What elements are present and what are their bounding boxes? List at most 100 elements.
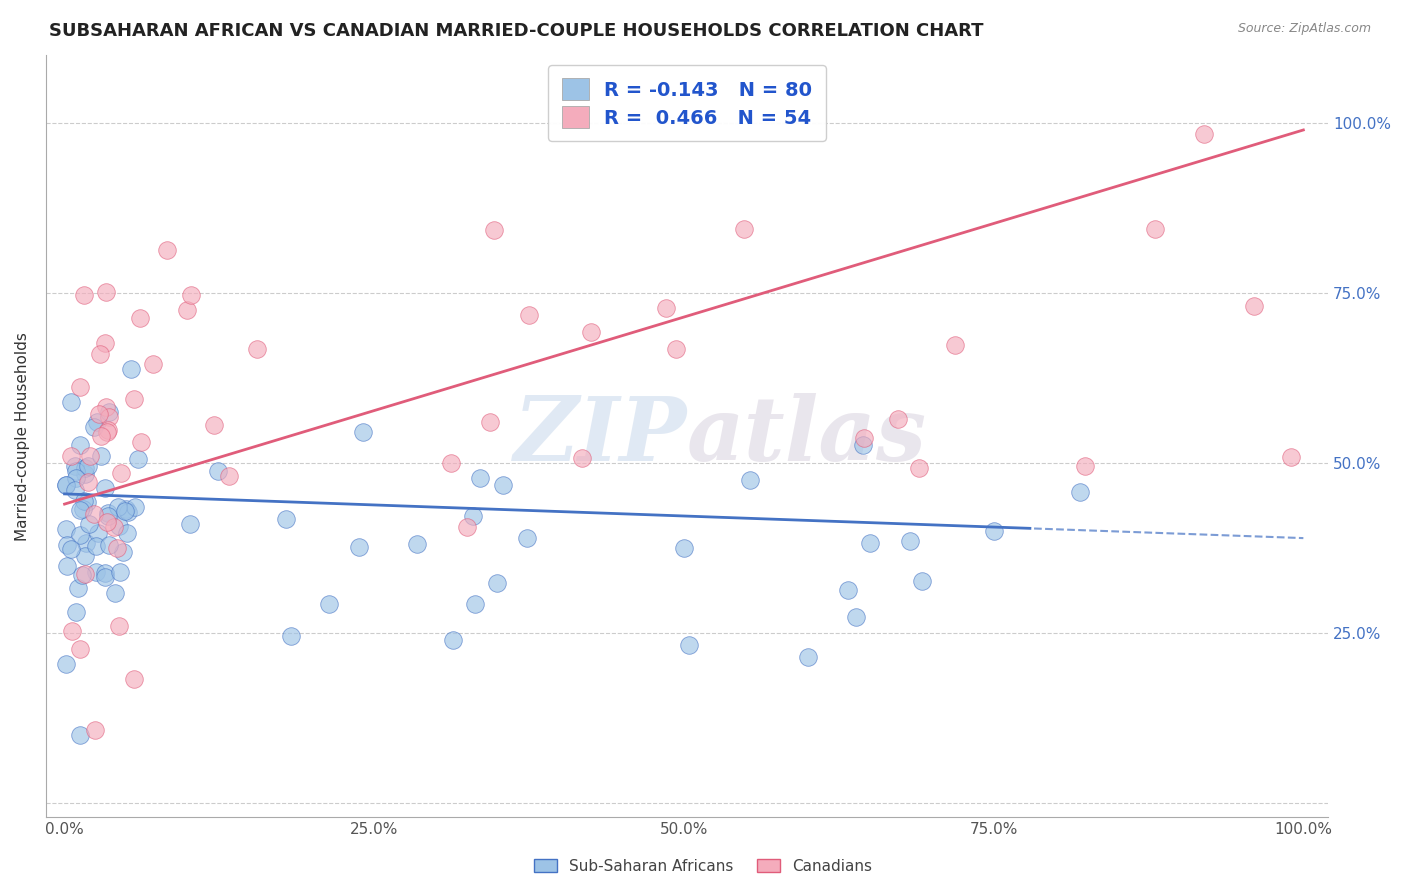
Point (73, 461, 96, 475)
Point (441, 633, 464, 648)
Point (69, 438, 91, 452)
Point (55, 477, 77, 491)
Point (202, 417, 225, 432)
Point (83, 507, 105, 521)
Point (76, 494, 98, 508)
Y-axis label: Married-couple Households: Married-couple Households (15, 332, 30, 541)
Point (114, 504, 136, 518)
Point (75, 566, 97, 581)
Point (98, 538, 121, 552)
Point (1279, 450, 1302, 464)
Point (97, 410, 120, 425)
Point (84, 566, 107, 580)
Point (142, 357, 165, 371)
Point (75, 549, 97, 563)
Point (73, 467, 96, 481)
Point (117, 505, 139, 519)
Point (898, 533, 921, 548)
Point (55, 477, 77, 491)
Point (156, 244, 179, 258)
Point (484, 223, 506, 237)
Point (318, 597, 340, 611)
Point (94, 285, 117, 299)
Point (207, 464, 229, 478)
Point (83, 419, 105, 434)
Point (837, 583, 859, 598)
Point (59, 541, 82, 556)
Point (127, 452, 149, 467)
Point (1069, 485, 1091, 500)
Point (176, 302, 198, 317)
Point (69, 380, 91, 394)
Point (124, 672, 146, 686)
Point (911, 574, 934, 588)
Point (276, 512, 298, 526)
Text: atlas: atlas (688, 392, 927, 479)
Point (86, 415, 108, 429)
Point (1243, 299, 1265, 313)
Point (69, 503, 91, 517)
Point (678, 638, 700, 652)
Point (129, 311, 152, 326)
Point (115, 525, 138, 540)
Text: SUBSAHARAN AFRICAN VS CANADIAN MARRIED-COUPLE HOUSEHOLDS CORRELATION CHART: SUBSAHARAN AFRICAN VS CANADIAN MARRIED-C… (49, 22, 984, 40)
Point (59, 395, 82, 409)
Point (69, 528, 91, 542)
Point (60, 624, 83, 639)
Point (55, 522, 77, 536)
Point (73, 288, 96, 302)
Point (77, 475, 100, 490)
Legend: R = -0.143   N = 80, R =  0.466   N = 54: R = -0.143 N = 80, R = 0.466 N = 54 (548, 65, 827, 141)
Point (107, 500, 129, 514)
Point (485, 575, 508, 590)
Point (93, 335, 115, 350)
Point (87, 407, 110, 421)
Point (665, 342, 688, 356)
Text: ZIP: ZIP (513, 392, 688, 479)
Point (98, 405, 121, 419)
Point (90, 449, 112, 463)
Point (738, 473, 761, 487)
Point (672, 541, 695, 556)
Point (56, 558, 79, 573)
Point (852, 431, 875, 445)
Point (89, 347, 111, 361)
Point (218, 469, 240, 483)
Point (90, 429, 112, 443)
Point (122, 392, 145, 406)
Point (468, 471, 491, 485)
Point (887, 411, 910, 425)
Point (65, 464, 87, 478)
Point (97, 506, 120, 520)
Point (94, 570, 117, 584)
Point (943, 338, 966, 352)
Point (120, 362, 142, 376)
Point (72, 567, 94, 582)
Point (55, 657, 77, 671)
Point (571, 451, 593, 466)
Point (115, 502, 138, 516)
Point (108, 565, 131, 579)
Point (463, 509, 485, 524)
Point (129, 434, 152, 449)
Point (66, 581, 89, 595)
Point (464, 597, 486, 611)
Point (492, 477, 515, 491)
Point (581, 325, 603, 339)
Point (406, 536, 429, 550)
Point (79, 449, 101, 463)
Point (65, 605, 87, 619)
Point (97, 509, 120, 524)
Point (60, 449, 83, 463)
Point (107, 518, 129, 533)
Point (456, 520, 478, 534)
Point (352, 425, 374, 439)
Point (56, 538, 79, 552)
Point (515, 531, 537, 545)
Point (845, 609, 868, 624)
Point (65, 459, 87, 474)
Point (852, 438, 875, 452)
Point (859, 536, 882, 550)
Point (75, 536, 97, 550)
Point (93, 481, 115, 495)
